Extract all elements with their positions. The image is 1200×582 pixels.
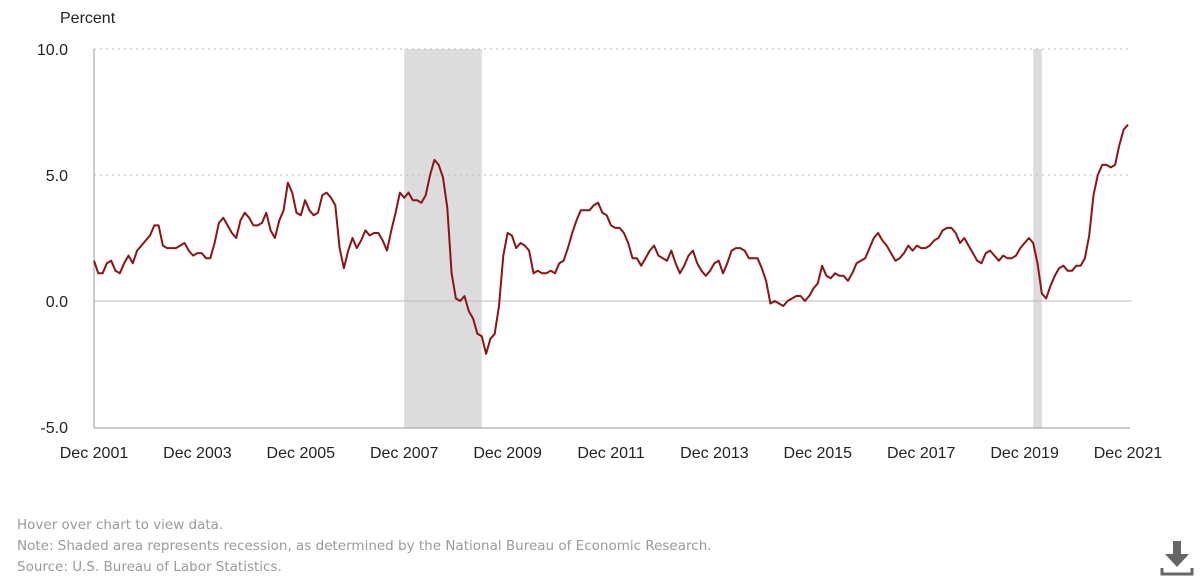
- y-tick-label: 5.0: [46, 168, 68, 185]
- x-tick-label: Dec 2015: [784, 445, 853, 462]
- y-tick-label: 10.0: [37, 42, 68, 59]
- download-button[interactable]: [1160, 540, 1194, 578]
- x-tick-label: Dec 2017: [887, 445, 956, 462]
- series-line[interactable]: [93, 123, 1129, 355]
- recession-band: [404, 49, 482, 428]
- line-chart[interactable]: Percent 10.0 5.0 0.0 -5.0 Dec 2001 Dec 2003 D…: [0, 0, 1200, 500]
- x-tick-label: Dec 2001: [60, 445, 129, 462]
- y-axis-title: Percent: [60, 10, 116, 27]
- download-icon: [1160, 541, 1194, 576]
- x-tick-label: Dec 2021: [1094, 445, 1163, 462]
- x-tick-label: Dec 2007: [370, 445, 439, 462]
- y-tick-label: -5.0: [40, 420, 68, 437]
- y-tick-label: 0.0: [46, 294, 68, 311]
- x-tick-label: Dec 2003: [163, 445, 232, 462]
- x-tick-label: Dec 2011: [577, 445, 644, 462]
- x-tick-label: Dec 2005: [267, 445, 336, 462]
- recession-note: Note: Shaded area represents recession, …: [17, 538, 712, 554]
- chart-notes: Hover over chart to view data. Note: Sha…: [17, 515, 712, 578]
- source-note: Source: U.S. Bureau of Labor Statistics.: [17, 559, 282, 575]
- recession-band: [1033, 49, 1042, 428]
- x-tick-label: Dec 2013: [680, 445, 749, 462]
- x-tick-label: Dec 2009: [473, 445, 542, 462]
- x-tick-label: Dec 2019: [990, 445, 1059, 462]
- hover-note: Hover over chart to view data.: [17, 517, 224, 533]
